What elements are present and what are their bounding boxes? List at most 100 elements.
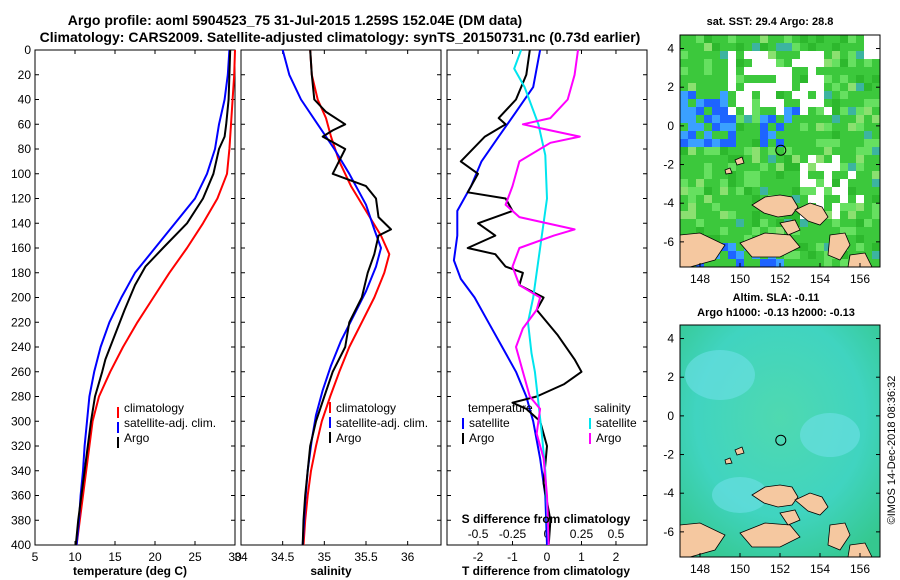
land-mass <box>739 232 801 258</box>
lon-tick-label: 156 <box>850 562 870 576</box>
sst-cell <box>744 67 752 75</box>
sst-cell <box>800 179 808 187</box>
sst-cell <box>792 43 800 51</box>
sst-cell <box>736 115 744 123</box>
depth-tick-label: 200 <box>11 291 31 305</box>
sst-map-title: sat. SST: 29.4 Argo: 28.8 <box>707 16 834 28</box>
sla-blob <box>800 413 860 457</box>
sst-cell <box>800 59 808 67</box>
sst-cell <box>808 187 816 195</box>
sst-cell <box>832 115 840 123</box>
sst-cell <box>720 107 728 115</box>
sst-cell <box>744 99 752 107</box>
sst-cell <box>720 187 728 195</box>
sst-cell <box>872 115 880 123</box>
sst-cell <box>784 115 792 123</box>
sst-cell <box>792 59 800 67</box>
lon-tick-label: 150 <box>730 272 750 286</box>
sst-cell <box>872 211 880 219</box>
sst-cell <box>856 107 864 115</box>
sst-cell <box>736 43 744 51</box>
sst-cell <box>760 59 768 67</box>
sst-cell <box>704 35 712 43</box>
sst-cell <box>816 99 824 107</box>
sst-cell <box>872 147 880 155</box>
figure-title-line1: Argo profile: aoml 5904523_75 31-Jul-201… <box>68 12 522 28</box>
sst-cell <box>768 155 776 163</box>
legend-title-salinity: salinity <box>594 401 631 415</box>
sst-cell <box>752 155 760 163</box>
x-tick-label: 15 <box>108 550 122 564</box>
sst-cell <box>824 139 832 147</box>
sst-cell <box>856 115 864 123</box>
sst-cell <box>768 131 776 139</box>
t-difference-xlabel: T difference from climatology <box>462 564 630 578</box>
sst-cell <box>760 123 768 131</box>
sst-cell <box>720 115 728 123</box>
sst-cell <box>832 219 840 227</box>
x-tick-label: 5 <box>32 550 39 564</box>
legend-label-climatology: climatology <box>124 401 184 415</box>
lon-tick-label: 154 <box>810 562 830 576</box>
sst-cell <box>752 107 760 115</box>
sst-cell <box>776 43 784 51</box>
sst-cell <box>728 107 736 115</box>
diff-legend-label-sal-argo: Argo <box>596 431 622 445</box>
sst-cell <box>776 83 784 91</box>
sst-cell <box>696 219 704 227</box>
sst-cell <box>792 155 800 163</box>
land-mass <box>739 522 801 548</box>
salinity-axis: 34 34.5 35 35.5 36 <box>234 50 415 564</box>
sst-cell <box>760 187 768 195</box>
sst-cell <box>752 99 760 107</box>
sst-cell <box>752 83 760 91</box>
sst-cell <box>736 59 744 67</box>
sst-cell <box>752 43 760 51</box>
sla-blobs <box>685 350 860 513</box>
sst-cell <box>816 107 824 115</box>
sst-cell <box>784 163 792 171</box>
depth-tick-label: 20 <box>18 68 32 82</box>
sst-cell <box>792 107 800 115</box>
sst-cell <box>736 123 744 131</box>
sst-cell <box>776 67 784 75</box>
temperature-xlabel: temperature (deg C) <box>73 564 187 578</box>
land-mass <box>794 202 829 226</box>
sst-cell <box>736 219 744 227</box>
x-tick-label: 10 <box>68 550 82 564</box>
sst-cell <box>808 51 816 59</box>
sst-cell <box>688 147 696 155</box>
sst-cell <box>872 139 880 147</box>
sst-cell <box>808 67 816 75</box>
argo-location-marker <box>775 144 787 156</box>
depth-tick-label: 120 <box>11 192 31 206</box>
sst-cell <box>712 235 720 243</box>
sst-cell <box>776 91 784 99</box>
sst-cell <box>728 211 736 219</box>
temperature-axis: 5 10 15 20 25 30 <box>32 50 242 564</box>
depth-axis: 0 20 40 60 80 100 120 140 160 180 200 220 240 260 280 3… <box>11 43 235 552</box>
sst-cell <box>800 83 808 91</box>
sst-cell <box>792 195 800 203</box>
sst-cell <box>752 211 760 219</box>
sst-cell <box>680 147 688 155</box>
series-line-climatology <box>302 49 391 546</box>
x-tick-label: -2 <box>473 550 484 564</box>
sst-cell <box>808 75 816 83</box>
x-tick-label: 1 <box>578 550 585 564</box>
sst-cell <box>800 107 808 115</box>
sst-cell <box>816 139 824 147</box>
sst-cell <box>816 243 824 251</box>
sla-coastline <box>680 446 873 557</box>
sst-cell <box>720 147 728 155</box>
sst-cell <box>840 187 848 195</box>
depth-tick-label: 380 <box>11 513 31 527</box>
sst-cell <box>776 227 784 235</box>
sst-cell <box>688 211 696 219</box>
sst-cell <box>704 43 712 51</box>
argo-location-marker <box>775 434 787 446</box>
sla-map: Altim. SLA: -0.11 Argo h1000: -0.13 h200… <box>663 292 881 576</box>
sst-cell <box>776 107 784 115</box>
sst-cell <box>744 171 752 179</box>
